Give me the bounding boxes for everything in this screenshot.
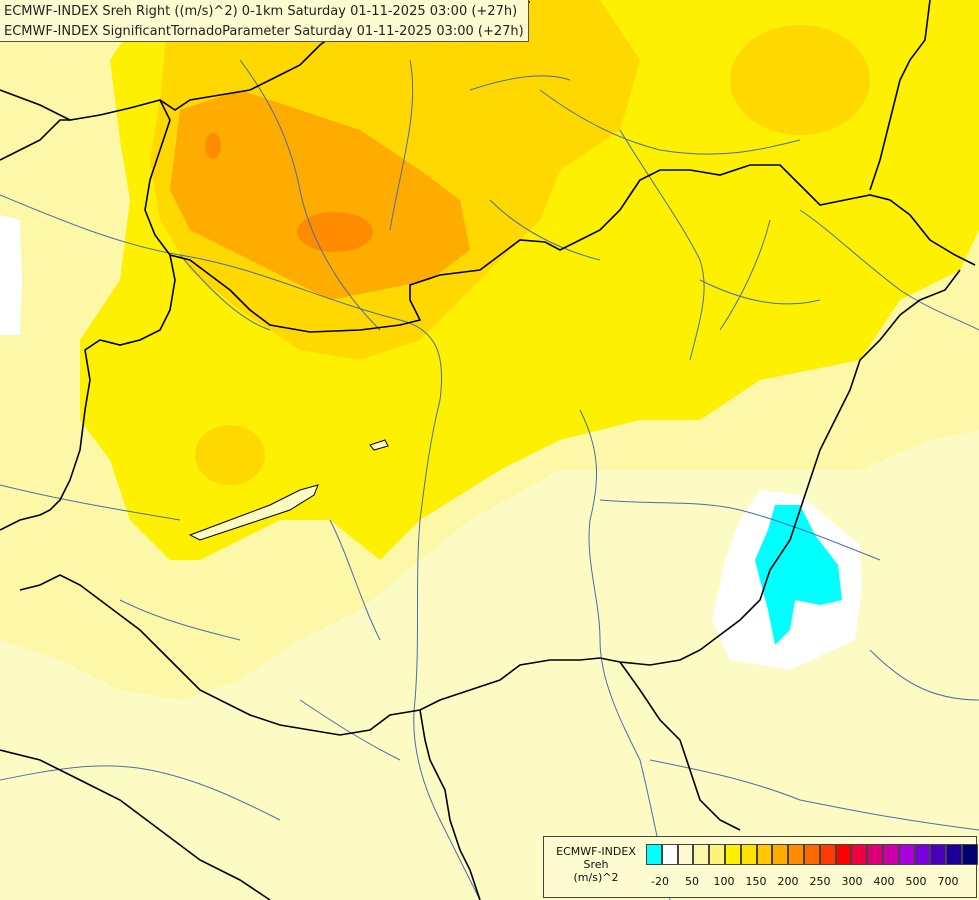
legend-swatch-13	[851, 844, 868, 865]
legend-model: ECMWF-INDEX	[556, 845, 636, 858]
legend-swatches	[646, 844, 978, 865]
legend-swatch-2	[677, 844, 694, 865]
legend-swatch-9	[788, 844, 804, 865]
legend-tick-label: 400	[873, 875, 895, 888]
legend-swatch-20	[961, 844, 978, 865]
sreh-field-gold-east	[730, 25, 870, 135]
legend-swatch-10	[803, 844, 820, 865]
legend-tick-label: 300	[841, 875, 863, 888]
lake-balaton	[188, 484, 319, 541]
sreh-field-orange	[170, 90, 470, 300]
legend-swatch-1	[661, 844, 678, 865]
legend-tick-label: 100	[713, 875, 735, 888]
legend-swatch-0	[646, 844, 662, 865]
sreh-field-gold-west	[195, 425, 265, 485]
legend-tick-label: 150	[745, 875, 767, 888]
legend-swatch-11	[819, 844, 836, 865]
border-west-north	[0, 119, 70, 161]
border-slovakia-hungary	[144, 99, 976, 333]
sreh-field-dark-orange-core	[297, 212, 373, 252]
legend-swatch-12	[835, 844, 852, 865]
legend-swatch-6	[740, 844, 757, 865]
legend-tick-label: -20	[651, 875, 669, 888]
legend-swatch-17	[914, 844, 931, 865]
sreh-field-cyan	[755, 505, 842, 645]
legend-variable: Sreh	[583, 858, 609, 871]
legend-tick-labels: -20 50 100 150 200 250 300 400 500 700	[646, 875, 976, 889]
map-title-line-1: ECMWF-INDEX Sreh Right ((m/s)^2) 0-1km S…	[4, 4, 518, 19]
legend-tick-label: 700	[937, 875, 959, 888]
border-southwest	[0, 749, 271, 900]
border-east	[869, 0, 931, 191]
legend-swatch-7	[756, 844, 773, 865]
legend-tick-label: 200	[777, 875, 799, 888]
legend-swatch-8	[772, 844, 789, 865]
legend-swatch-18	[930, 844, 947, 865]
legend-swatch-15	[882, 844, 899, 865]
legend-unit: (m/s)^2	[573, 871, 619, 884]
sreh-field-white-west	[0, 215, 22, 335]
rivers	[0, 59, 979, 900]
lake-small	[369, 439, 389, 451]
legend-swatch-19	[946, 844, 962, 865]
color-legend: ECMWF-INDEX Sreh (m/s)^2 -20 50 100 150 200 2…	[543, 836, 978, 898]
legend-tick-label: 50	[685, 875, 699, 888]
legend-swatch-3	[693, 844, 710, 865]
map-title-line-2: ECMWF-INDEX SignificantTornadoParameter …	[4, 24, 524, 39]
legend-title: ECMWF-INDEX Sreh (m/s)^2	[550, 845, 642, 884]
legend-tick-label: 500	[905, 875, 927, 888]
border-hungary-austria	[0, 254, 176, 531]
legend-swatch-4	[709, 844, 725, 865]
sreh-field-dark-orange-small	[205, 133, 221, 159]
border-south	[419, 709, 481, 900]
border-hungary-romania	[19, 269, 961, 736]
legend-swatch-14	[867, 844, 883, 865]
map-title-box: ECMWF-INDEX Sreh Right ((m/s)^2) 0-1km S…	[0, 0, 529, 42]
legend-swatch-5	[724, 844, 741, 865]
legend-tick-label: 250	[809, 875, 831, 888]
border-southeast	[619, 661, 741, 831]
legend-swatch-16	[898, 844, 915, 865]
